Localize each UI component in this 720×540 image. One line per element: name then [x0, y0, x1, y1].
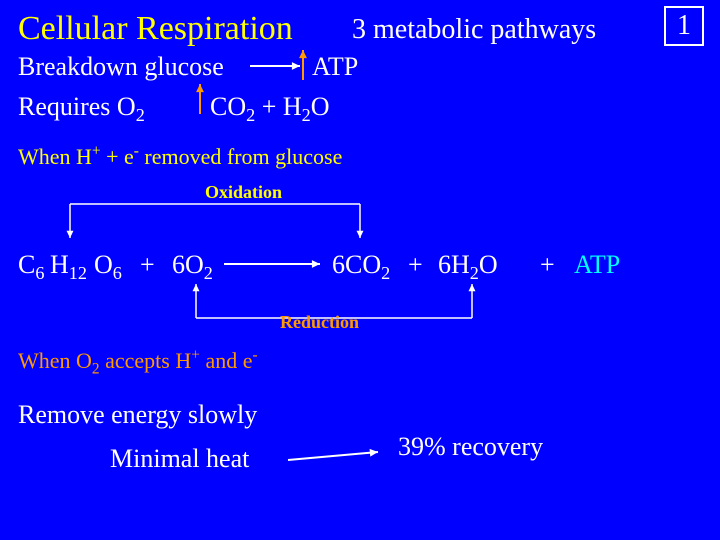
remove-energy-label: Remove energy slowly: [18, 400, 257, 430]
oxidation-bracket-right-head: [357, 231, 364, 238]
slide-title: Cellular Respiration: [18, 10, 293, 48]
atp-label: ATP: [312, 52, 358, 82]
reduction-label: Reduction: [280, 312, 359, 333]
atp-up-arrow-head: [299, 50, 307, 58]
eq-h12: H12: [50, 250, 87, 280]
requires-o2-label: Requires O2: [18, 92, 145, 122]
eq-c6: C6: [18, 250, 44, 280]
eq-6h2o: 6H2O: [438, 250, 498, 280]
slide-subtitle: 3 metabolic pathways: [352, 14, 596, 46]
slide-number-box: 1: [664, 6, 704, 46]
breakdown-glucose-label: Breakdown glucose: [18, 52, 224, 82]
minimal-heat-label: Minimal heat: [110, 444, 249, 474]
oxidation-bracket-left-head: [67, 231, 74, 238]
oxidation-label: Oxidation: [205, 182, 282, 203]
eq-plus1: +: [140, 250, 155, 280]
eq-6o2: 6O2: [172, 250, 213, 280]
co2-h2o-label: CO2 + H2O: [210, 92, 330, 122]
breakdown-arrow-head: [292, 62, 300, 70]
co2-up-arrow-head: [196, 84, 204, 92]
eq-o6: O6: [94, 250, 122, 280]
eq-atp: ATP: [574, 250, 620, 280]
slide: 1 Cellular Respiration 3 metabolic pathway…: [0, 0, 720, 540]
when-o2-accepts-label: When O2 accepts H+ and e-: [18, 348, 258, 374]
eq-6co2: 6CO2: [332, 250, 390, 280]
reduction-bracket-right-head: [469, 284, 476, 291]
eq-plus2: +: [408, 250, 423, 280]
recovery-label: 39% recovery: [398, 432, 543, 462]
eq-plus3: +: [540, 250, 555, 280]
equation-arrow-head: [312, 260, 320, 268]
when-h-removed-label: When H+ + e- removed from glucose: [18, 144, 342, 170]
heat-arrow-line: [288, 452, 378, 460]
heat-arrow-head: [370, 449, 378, 457]
reduction-bracket-left-head: [193, 284, 200, 291]
